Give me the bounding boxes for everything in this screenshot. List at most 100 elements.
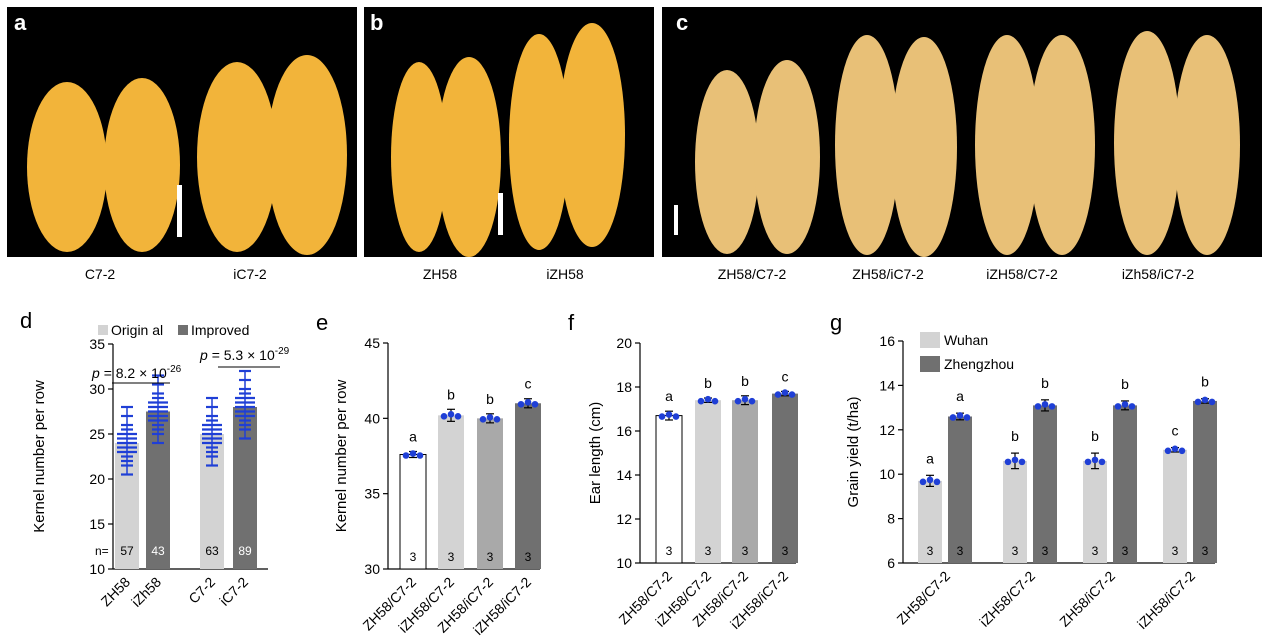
- chart-g-n-label: 3: [957, 544, 964, 558]
- chart-e-ytick-label: 45: [364, 335, 380, 351]
- chart-f-bar: [772, 393, 798, 563]
- chart-f-sig-letter: b: [741, 373, 749, 389]
- chart-f-ylabel: Ear length (cm): [587, 402, 604, 505]
- chart-g-bar: [948, 416, 972, 563]
- chart-e-bar: [515, 403, 541, 569]
- chart-g-point: [1114, 403, 1122, 410]
- chart-f-point: [741, 395, 749, 403]
- chart-e-point: [447, 411, 455, 418]
- chart-g-sig-letter: b: [1121, 376, 1129, 392]
- chart-e-point: [454, 413, 462, 420]
- chart-f-point: [788, 391, 796, 398]
- chart-f-bar: [655, 415, 683, 564]
- chart-e-sig-letter: b: [486, 391, 494, 407]
- chart-e-ytick-label: 40: [364, 410, 380, 426]
- chart-g-bar: [1083, 460, 1107, 563]
- chart-g-ytick-label: 16: [879, 333, 895, 349]
- chart-g-point: [1208, 398, 1216, 406]
- chart-d-legend-swatch: [98, 325, 108, 335]
- chart-e-ytick-label: 30: [364, 561, 380, 577]
- chart-f-point: [734, 397, 742, 405]
- chart-e-point: [479, 416, 487, 423]
- chart-f-point: [711, 397, 719, 405]
- chart-f-n-label: 3: [666, 544, 673, 558]
- chart-e-point: [517, 400, 525, 408]
- chart-g-xtick-label: ZH58/iC7-2: [1056, 568, 1118, 630]
- chart-g-sig-letter: a: [956, 388, 964, 404]
- chart-f-ytick-label: 16: [616, 423, 632, 439]
- chart-g-point: [1041, 401, 1049, 408]
- chart-g-n-label: 3: [1012, 544, 1019, 558]
- chart-e-point: [416, 452, 424, 459]
- chart-f-point: [665, 411, 673, 418]
- chart-g-point: [1018, 458, 1026, 466]
- caption-a-2: iC7-2: [233, 266, 267, 282]
- chart-f-point: [704, 395, 712, 403]
- chart-g-legend-label: Zhengzhou: [944, 356, 1014, 372]
- chart-f-n-label: 3: [782, 544, 789, 558]
- corn-ears-c: [674, 31, 1240, 257]
- chart-e-sig-letter: a: [409, 428, 417, 444]
- chart-g-point: [933, 478, 941, 486]
- chart-d-ytick-label: 25: [89, 426, 105, 442]
- chart-e-sig-letter: c: [525, 376, 532, 392]
- chart-d-legend-label: Improved: [191, 322, 249, 338]
- chart-f-n-label: 3: [742, 544, 749, 558]
- chart-g-sig-letter: c: [1172, 423, 1179, 439]
- chart-g-bar: [1163, 449, 1187, 563]
- panel-label-f: f: [568, 310, 575, 335]
- chart-f-point: [658, 413, 666, 420]
- chart-f-point: [672, 413, 680, 420]
- chart-e-sig-letter: b: [447, 386, 455, 402]
- chart-f-sig-letter: b: [704, 375, 712, 391]
- chart-g-point: [1194, 398, 1202, 406]
- chart-g-bar: [1113, 405, 1137, 563]
- caption-a-1: C7-2: [84, 266, 116, 282]
- corn-ears-a: [27, 55, 347, 255]
- chart-d-ytick-label: 30: [89, 381, 105, 397]
- photo-panel-b: [364, 7, 654, 257]
- panel-label-e: e: [316, 310, 329, 335]
- chart-d-xtick-label: C7-2: [185, 574, 218, 607]
- chart-d-ytick-label: 10: [89, 561, 105, 577]
- chart-g-ytick-label: 12: [879, 422, 895, 438]
- caption-b-2: iZH58: [546, 266, 584, 282]
- chart-g-point: [1171, 445, 1179, 453]
- chart-e-point: [486, 414, 494, 421]
- chart-g-point: [949, 414, 957, 421]
- chart-g-legend-swatch: [920, 332, 940, 348]
- panel-label-g: g: [830, 310, 843, 335]
- chart-d-legend-swatch: [178, 325, 188, 335]
- chart-e-n-label: 3: [410, 550, 417, 564]
- chart-f-sig-letter: a: [665, 388, 673, 404]
- chart-f-bar: [695, 400, 721, 563]
- chart-g-ylabel: Grain yield (t/ha): [845, 397, 862, 508]
- chart-e-point: [493, 416, 501, 423]
- photo-panel-a: [7, 7, 357, 257]
- chart-f-n-label: 3: [705, 544, 712, 558]
- chart-g-sig-letter: b: [1201, 374, 1209, 390]
- corn-ears-b: [391, 23, 625, 257]
- chart-g-point: [1121, 401, 1129, 408]
- chart-f-point: [774, 391, 782, 398]
- caption-c-3: iZH58/C7-2: [986, 266, 1058, 282]
- chart-d-n-label: 63: [205, 544, 219, 558]
- photo-panel-c: [662, 7, 1262, 257]
- chart-d-xtick-label: iC7-2: [216, 574, 251, 609]
- chart-f-ytick-label: 12: [616, 511, 632, 527]
- chart-g-sig-letter: a: [926, 450, 934, 466]
- chart-d-pvalue: p = 8.2 × 10-26: [91, 364, 182, 381]
- chart-e-bar: [477, 418, 503, 569]
- chart-e-point: [409, 450, 417, 457]
- chart-d-n-label: 43: [151, 544, 165, 558]
- chart-g-point: [1011, 456, 1019, 464]
- chart-g-ytick-label: 8: [887, 511, 895, 527]
- chart-d-xtick-label: ZH58: [98, 574, 134, 610]
- panel-label-c: c: [676, 10, 689, 35]
- chart-f-ytick-label: 20: [616, 335, 632, 351]
- chart-f-point: [781, 389, 789, 396]
- chart-g-ytick-label: 14: [879, 377, 895, 393]
- chart-g-point: [1164, 447, 1172, 455]
- chart-d-n-prefix: n=: [95, 544, 109, 558]
- chart-d-ytick-label: 15: [89, 516, 105, 532]
